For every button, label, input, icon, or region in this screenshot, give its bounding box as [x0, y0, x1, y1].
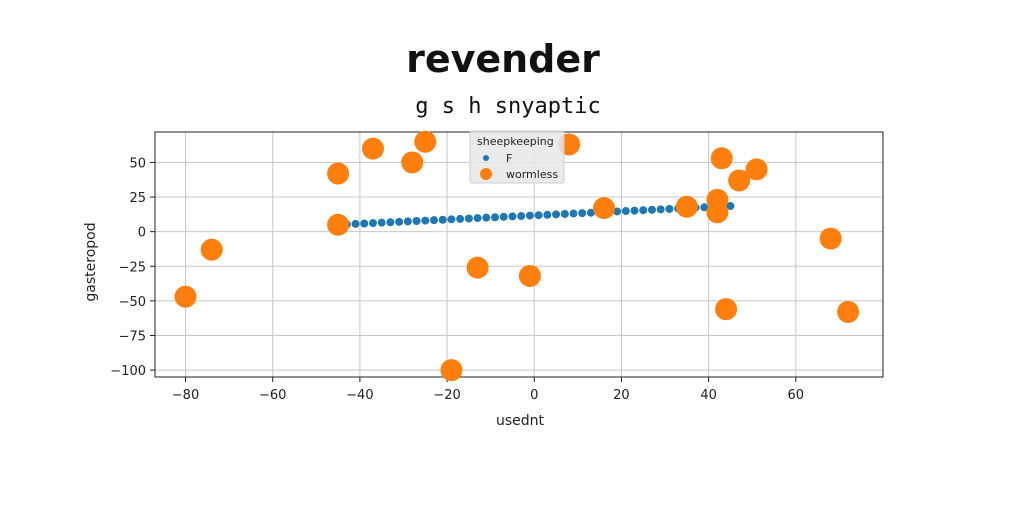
- point-f: [412, 217, 421, 226]
- x-tick-label: 20: [613, 388, 630, 403]
- point-f: [647, 205, 656, 214]
- x-axis-ticks: −80 −60 −40 −20 0 20 40 60: [172, 377, 804, 403]
- plot-area: −80 −60 −40 −20 0 20 40 60 50 25 0 −25 −50 −75 −100: [110, 130, 884, 403]
- series-wormless: [174, 130, 860, 382]
- point-wormless: [710, 147, 733, 170]
- point-f: [464, 214, 473, 223]
- point-f: [491, 213, 500, 222]
- x-tick-label: 60: [788, 388, 805, 403]
- point-f: [726, 202, 735, 211]
- point-f: [665, 204, 674, 213]
- point-f: [534, 211, 543, 220]
- point-f: [578, 209, 587, 218]
- point-f: [525, 211, 534, 220]
- point-wormless: [401, 151, 424, 174]
- y-tick-label: 0: [138, 226, 146, 241]
- legend: sheepkeeping F wormless: [469, 130, 565, 184]
- y-axis-ticks: 50 25 0 −25 −50 −75 −100: [110, 156, 155, 379]
- point-f: [543, 210, 552, 219]
- point-wormless: [715, 298, 738, 321]
- point-f: [368, 219, 377, 228]
- legend-title: sheepkeeping: [477, 135, 554, 148]
- point-f: [360, 219, 369, 228]
- x-tick-label: −60: [259, 388, 286, 403]
- legend-marker-wormless: [480, 168, 492, 180]
- point-f: [508, 212, 517, 221]
- chart-subtitle: g s h snyaptic: [415, 94, 600, 119]
- point-wormless: [440, 359, 463, 382]
- y-tick-label: 50: [129, 156, 146, 171]
- point-wormless: [593, 197, 616, 220]
- point-wormless: [327, 213, 350, 236]
- point-f: [621, 207, 630, 216]
- point-f: [482, 213, 491, 222]
- legend-label-wormless: wormless: [506, 168, 558, 181]
- point-wormless: [518, 264, 541, 287]
- y-tick-label: −25: [119, 260, 146, 275]
- point-f: [517, 212, 526, 221]
- legend-marker-f: [483, 155, 489, 161]
- point-wormless: [466, 256, 489, 279]
- point-f: [438, 215, 447, 224]
- point-wormless: [200, 238, 223, 261]
- point-f: [700, 203, 709, 212]
- point-f: [499, 212, 508, 221]
- point-wormless: [706, 188, 729, 211]
- point-f: [421, 216, 430, 225]
- x-axis-label: usednt: [496, 413, 545, 429]
- y-tick-label: 25: [129, 191, 146, 206]
- point-f: [429, 216, 438, 225]
- y-tick-label: −75: [119, 329, 146, 344]
- point-wormless: [819, 227, 842, 250]
- point-f: [560, 209, 569, 218]
- chart-title: revender: [406, 37, 600, 81]
- point-wormless: [728, 169, 751, 192]
- point-f: [386, 218, 395, 227]
- point-f: [403, 217, 412, 226]
- point-f: [613, 207, 622, 216]
- legend-label-f: F: [506, 152, 512, 165]
- point-wormless: [837, 300, 860, 323]
- point-wormless: [414, 130, 437, 153]
- point-wormless: [675, 195, 698, 218]
- point-wormless: [174, 285, 197, 308]
- point-f: [656, 205, 665, 214]
- point-f: [456, 214, 465, 223]
- point-f: [552, 210, 561, 219]
- y-axis-label: gasteropod: [83, 222, 99, 301]
- y-tick-label: −50: [119, 295, 146, 310]
- point-f: [630, 206, 639, 215]
- x-tick-label: 40: [700, 388, 717, 403]
- point-wormless: [327, 162, 350, 185]
- point-wormless: [361, 137, 384, 160]
- x-tick-label: 0: [530, 388, 538, 403]
- point-f: [395, 217, 404, 226]
- point-f: [473, 214, 482, 223]
- point-f: [351, 219, 360, 228]
- y-tick-label: −100: [110, 364, 146, 379]
- x-tick-label: −80: [172, 388, 199, 403]
- x-tick-label: −20: [433, 388, 460, 403]
- series-layer: [174, 130, 860, 382]
- point-f: [447, 215, 456, 224]
- point-f: [377, 218, 386, 227]
- point-f: [569, 209, 578, 218]
- legend-box: [469, 130, 565, 184]
- point-wormless: [745, 158, 768, 181]
- x-tick-label: −40: [346, 388, 373, 403]
- grid-lines: [155, 132, 883, 377]
- point-f: [586, 208, 595, 217]
- point-f: [639, 206, 648, 215]
